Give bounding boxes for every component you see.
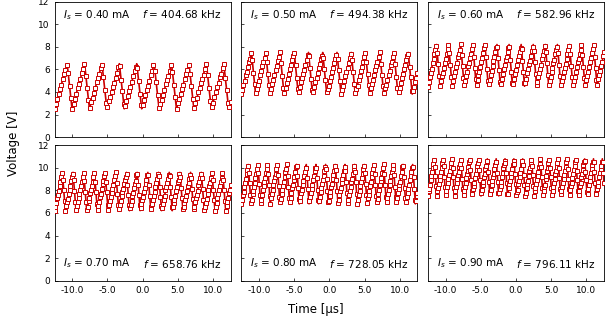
Text: $\it{f}$ = 404.68 kHz: $\it{f}$ = 404.68 kHz [143, 8, 222, 20]
Text: $\it{I_s}$ = 0.50 mA: $\it{I_s}$ = 0.50 mA [250, 8, 318, 22]
Text: Time [μs]: Time [μs] [288, 303, 344, 316]
Text: $\it{I_s}$ = 0.80 mA: $\it{I_s}$ = 0.80 mA [250, 256, 318, 270]
Text: $\it{I_s}$ = 0.40 mA: $\it{I_s}$ = 0.40 mA [64, 8, 131, 22]
Text: Voltage [V]: Voltage [V] [7, 111, 20, 176]
Text: $\it{I_s}$ = 0.70 mA: $\it{I_s}$ = 0.70 mA [64, 256, 131, 270]
Text: $\it{I_s}$ = 0.60 mA: $\it{I_s}$ = 0.60 mA [436, 8, 504, 22]
Text: $\it{f}$ = 796.11 kHz: $\it{f}$ = 796.11 kHz [516, 258, 595, 270]
Text: $\it{f}$ = 728.05 kHz: $\it{f}$ = 728.05 kHz [329, 258, 409, 270]
Text: $\it{f}$ = 658.76 kHz: $\it{f}$ = 658.76 kHz [143, 258, 222, 270]
Text: $\it{f}$ = 494.38 kHz: $\it{f}$ = 494.38 kHz [329, 8, 409, 20]
Text: $\it{f}$ = 582.96 kHz: $\it{f}$ = 582.96 kHz [516, 8, 595, 20]
Text: $\it{I_s}$ = 0.90 mA: $\it{I_s}$ = 0.90 mA [436, 256, 504, 270]
